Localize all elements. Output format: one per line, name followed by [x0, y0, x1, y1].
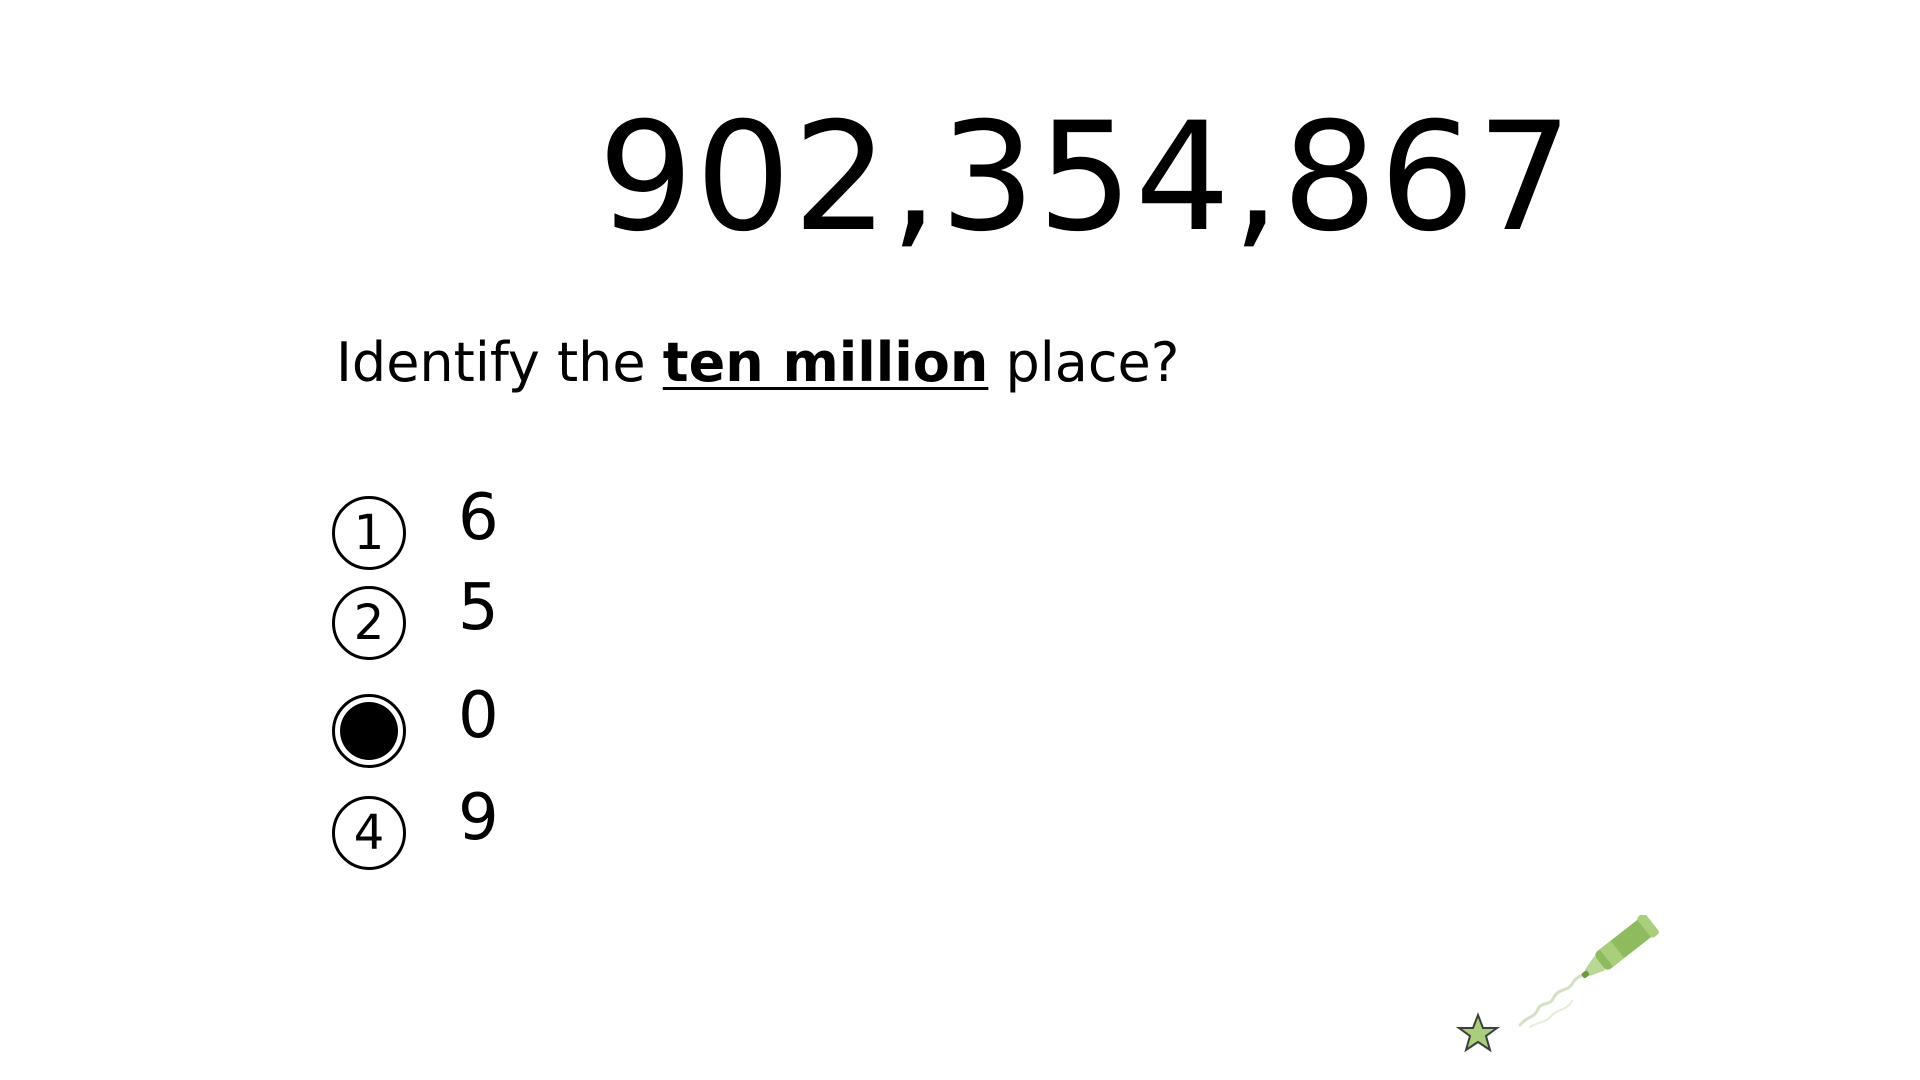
- option-2-bubble[interactable]: 2: [332, 586, 406, 660]
- selected-fill-icon: [340, 702, 398, 760]
- question-prefix: Identify the: [336, 331, 663, 394]
- option-1-bubble[interactable]: 1: [332, 496, 406, 570]
- option-3[interactable]: 0: [330, 676, 930, 772]
- number-display: 902,354,867: [598, 91, 1575, 265]
- option-4-bubble[interactable]: 4: [332, 796, 406, 870]
- star-icon: [1455, 1012, 1501, 1053]
- option-2-marker: 2: [353, 595, 385, 651]
- marker-pen-icon: [1518, 915, 1659, 1028]
- option-3-value: 0: [458, 679, 499, 753]
- option-4[interactable]: 4 9: [330, 778, 930, 874]
- option-4-value: 9: [458, 781, 499, 855]
- option-2-value: 5: [458, 571, 499, 645]
- option-2[interactable]: 2 5: [330, 568, 930, 664]
- option-1-marker: 1: [353, 505, 385, 561]
- option-3-bubble-selected[interactable]: [332, 694, 406, 768]
- option-1[interactable]: 1 6: [330, 478, 930, 574]
- question-emphasis: ten million: [662, 331, 989, 394]
- option-4-marker: 4: [353, 805, 385, 861]
- answer-options: 1 6 2 5 0 4 9: [330, 478, 930, 878]
- question-text: Identify the ten million place?: [336, 328, 1179, 398]
- question-suffix: place?: [988, 331, 1180, 394]
- option-1-value: 6: [458, 481, 499, 555]
- decoration-star-pen: [1455, 915, 1659, 1053]
